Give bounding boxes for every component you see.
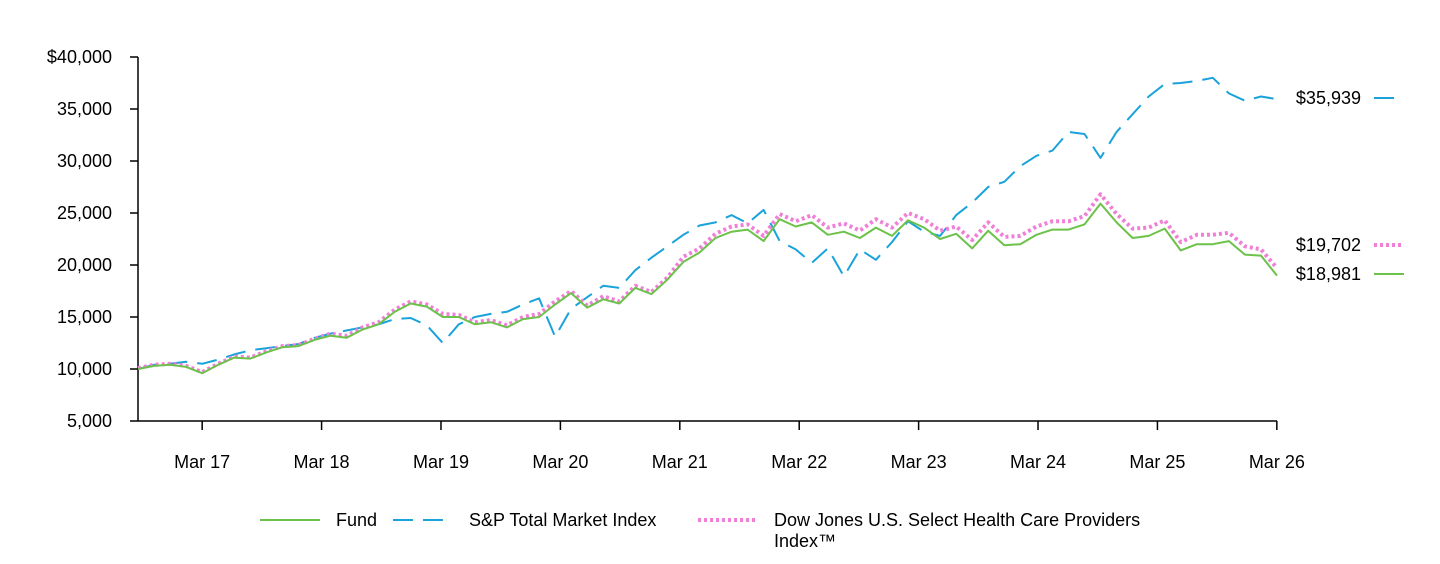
series-line-s-p-total-market-index (137, 76, 1278, 370)
x-tick-label: Mar 19 (413, 452, 469, 472)
x-tick-label: Mar 24 (1010, 452, 1066, 472)
y-tick-label: 25,000 (57, 203, 112, 223)
legend-label-sp-total-market: S&P Total Market Index (469, 510, 657, 530)
chart-axes: $40,000 35,000 30,000 25,000 20,000 15,000 10,… (47, 47, 1305, 472)
x-tick-label: Mar 22 (771, 452, 827, 472)
end-labels: $18,981 $35,939 $19,702 (1296, 88, 1404, 284)
y-tick-label: 20,000 (57, 255, 112, 275)
legend-swatch-sp-total-market (393, 519, 453, 521)
legend: Fund S&P Total Market Index Dow Jones U.… (0, 510, 1440, 564)
legend-label-fund: Fund (336, 510, 378, 530)
x-tick-label: Mar 26 (1249, 452, 1305, 472)
y-tick-label: 30,000 (57, 151, 112, 171)
legend-swatch-dow-jones-health-care (698, 518, 758, 522)
x-tick-label: Mar 23 (891, 452, 947, 472)
legend-swatch-fund (260, 519, 320, 521)
legend-item-fund: Fund (260, 510, 377, 531)
series-line-dow-jones-u-s-select-health-care-providers-index (137, 192, 1279, 375)
end-value-label: $35,939 (1296, 88, 1361, 108)
y-tick-label: 10,000 (57, 359, 112, 379)
x-tick-label: Mar 20 (532, 452, 588, 472)
end-value-label: $19,702 (1296, 235, 1361, 255)
legend-item-dow-jones-health-care: Dow Jones U.S. Select Health Care Provid… (698, 510, 1194, 552)
end-value-label: $18,981 (1296, 264, 1361, 284)
y-tick-label: 15,000 (57, 307, 112, 327)
x-tick-label: Mar 21 (652, 452, 708, 472)
chart-series-layer (137, 76, 1279, 375)
x-tick-label: Mar 17 (174, 452, 230, 472)
series-line-fund (137, 202, 1278, 375)
y-tick-label: 5,000 (67, 411, 112, 431)
legend-label-dow-jones-health-care: Dow Jones U.S. Select Health Care Provid… (774, 510, 1141, 551)
legend-item-sp-total-market: S&P Total Market Index (393, 510, 656, 531)
y-tick-label: $40,000 (47, 47, 112, 67)
x-tick-label: Mar 18 (294, 452, 350, 472)
y-tick-label: 35,000 (57, 99, 112, 119)
x-tick-label: Mar 25 (1129, 452, 1185, 472)
